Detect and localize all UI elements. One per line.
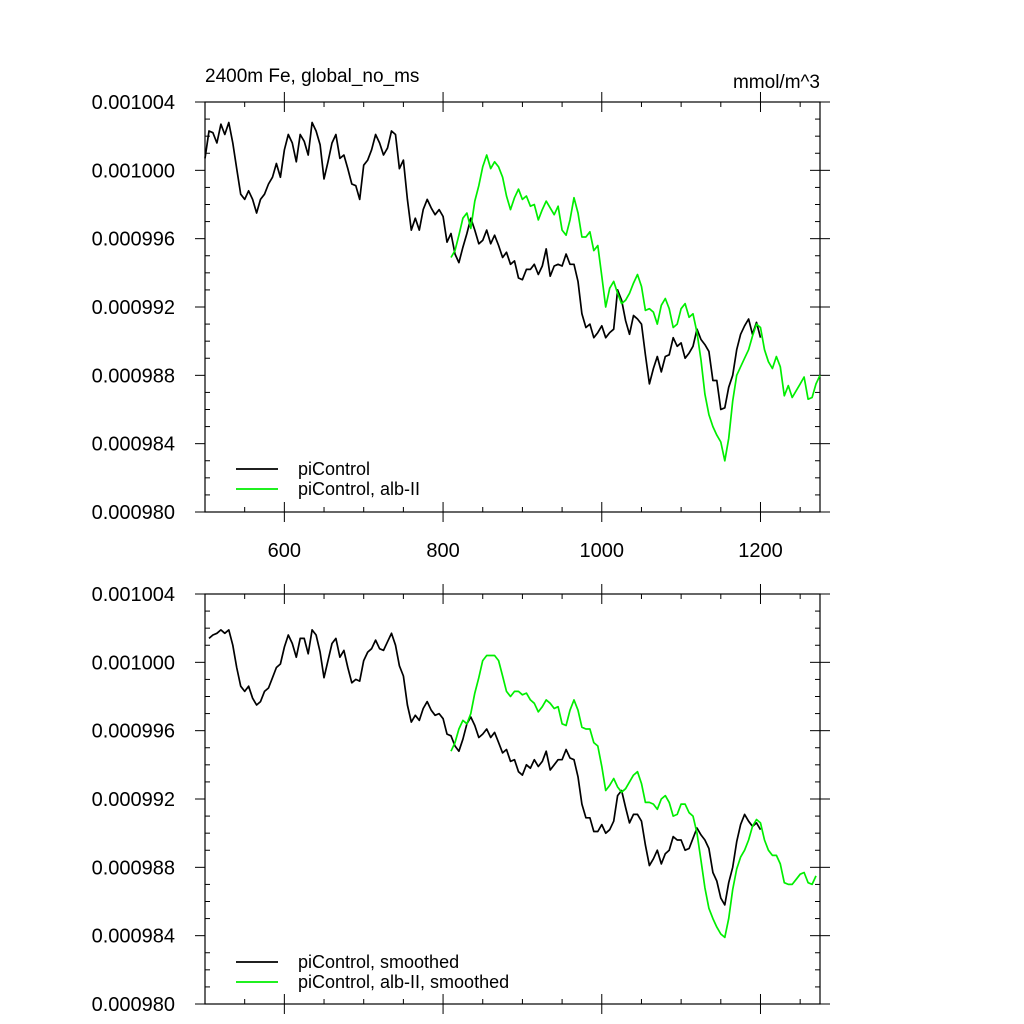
y-tick-label: 0.000992	[92, 789, 175, 811]
y-tick-label: 0.000988	[92, 365, 175, 387]
plot-frame	[204, 101, 821, 513]
series-line-black	[208, 629, 762, 906]
y-tick-label: 0.000992	[92, 297, 175, 319]
chart-title: 2400m Fe, global_no_ms	[205, 66, 419, 87]
x-tick-label: 1000	[580, 540, 625, 562]
bottom-panel: 0.000980 0.000984 0.000988 0.000992 0.000996…	[92, 584, 830, 1016]
y-tick-label: 0.000988	[92, 857, 175, 879]
legend-label: piControl	[298, 459, 370, 479]
y-tick-label: 0.000996	[92, 721, 175, 743]
series-line-green	[450, 154, 821, 462]
legend-label: piControl, smoothed	[298, 952, 459, 972]
x-tick-label: 600	[268, 540, 301, 562]
y-tick-label: 0.000980	[92, 994, 175, 1016]
units-label: mmol/m^3	[733, 72, 820, 93]
legend-label: piControl, alb-II, smoothed	[298, 972, 509, 992]
y-tick-label: 0.001000	[92, 652, 175, 674]
x-tick-label: 800	[426, 540, 459, 562]
legend-label: piControl, alb-II	[298, 479, 420, 499]
y-tick-label: 0.001000	[92, 160, 175, 182]
y-tick-label: 0.000996	[92, 229, 175, 251]
y-tick-label: 0.000980	[92, 502, 175, 524]
y-tick-label: 0.001004	[92, 584, 175, 606]
y-tick-label: 0.000984	[92, 926, 175, 948]
y-tick-label: 0.000984	[92, 434, 175, 456]
x-tick-label: 1200	[738, 540, 783, 562]
series-line-green	[450, 654, 817, 939]
y-tick-label: 0.001004	[92, 92, 175, 114]
top-panel: 600 800 1000 1200 0.000980 0.000984 0.000988 0.…	[92, 92, 830, 562]
series-line-black	[204, 121, 762, 411]
